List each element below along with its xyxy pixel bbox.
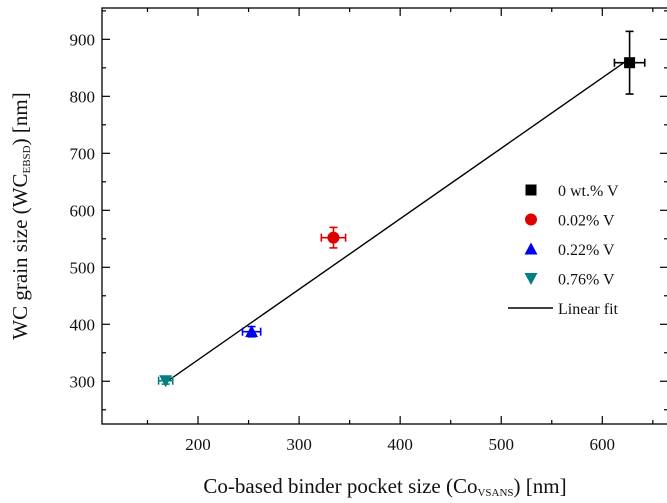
y-tick-label: 300	[70, 372, 96, 391]
x-tick-label: 600	[590, 435, 616, 454]
y-axis-title-tail: ) [nm]	[8, 92, 32, 145]
x-axis-title-main: Co-based binder pocket size (Co	[203, 474, 477, 498]
axis-ticks: 200 300 400 500 600 300 400 500 600 700 800 900	[70, 8, 667, 454]
x-tick-label: 200	[185, 435, 211, 454]
x-tick-label: 400	[387, 435, 413, 454]
legend-label: Linear fit	[558, 301, 619, 318]
data-points	[157, 30, 646, 388]
y-axis-title: WC grain size (WCEBSD) [nm]	[8, 92, 33, 339]
y-tick-label: 400	[70, 315, 96, 334]
y-axis-title-main: WC grain size (WC	[8, 174, 32, 340]
plot-frame	[101, 7, 667, 425]
data-point	[245, 325, 259, 338]
x-tick-label: 300	[286, 435, 312, 454]
legend-marker	[525, 184, 537, 196]
x-tick-label: 500	[488, 435, 514, 454]
y-tick-label: 700	[70, 144, 96, 163]
legend: 0 wt.% V 0.02% V 0.22% V 0.76% V Linear fit	[508, 183, 619, 318]
legend-label: 0.22% V	[558, 242, 615, 259]
y-tick-label: 900	[70, 30, 96, 49]
data-point	[624, 57, 636, 69]
y-tick-label: 600	[70, 201, 96, 220]
data-point	[159, 375, 173, 388]
legend-marker	[525, 213, 537, 226]
x-axis-title-subscript: VSANS	[477, 487, 513, 499]
legend-label: 0.76% V	[558, 272, 615, 289]
y-axis-title-subscript: EBSD	[21, 145, 33, 173]
data-point	[327, 231, 340, 244]
x-axis-title: Co-based binder pocket size (CoVSANS) [n…	[203, 474, 566, 499]
legend-label: 0 wt.% V	[558, 183, 619, 200]
legend-marker	[524, 273, 538, 285]
y-tick-label: 500	[70, 258, 96, 277]
x-axis-title-tail: ) [nm]	[514, 474, 567, 498]
legend-label: 0.02% V	[558, 213, 615, 230]
legend-marker	[524, 242, 538, 255]
y-tick-label: 800	[70, 87, 96, 106]
